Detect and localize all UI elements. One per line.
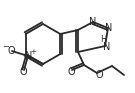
Text: N: N — [89, 17, 97, 27]
Text: N: N — [103, 42, 111, 52]
Text: O: O — [67, 67, 75, 77]
Text: H: H — [100, 35, 106, 44]
Text: O: O — [19, 67, 27, 77]
Text: N: N — [105, 23, 113, 33]
Text: O: O — [95, 70, 103, 80]
Text: O: O — [7, 46, 15, 56]
Text: +: + — [30, 49, 36, 55]
Text: −: − — [3, 43, 9, 52]
Text: N: N — [25, 51, 33, 61]
